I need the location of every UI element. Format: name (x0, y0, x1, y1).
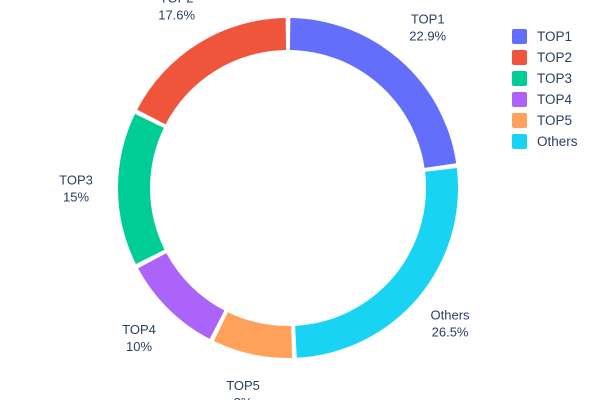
legend-swatch-icon (512, 92, 527, 107)
legend-item[interactable]: TOP3 (512, 68, 596, 89)
pie-slice-label-percent: 22.9% (409, 29, 446, 44)
pie-slice-label: TOP5 8% (226, 379, 260, 400)
pie-labels-group: TOP1 22.9% TOP2 17.6% TOP3 15% TOP4 10% TOP5 8% Ot… (59, 0, 470, 400)
legend-item[interactable]: TOP1 (512, 26, 596, 47)
pie-slice[interactable] (289, 18, 457, 168)
pie-slice[interactable] (213, 312, 293, 358)
pie-slice-label-name: Others (431, 308, 471, 323)
pie-slice-label-percent: 8% (234, 396, 253, 400)
chart-legend: TOP1 TOP2 TOP3 TOP4 TOP5 Others (512, 26, 596, 152)
pie-slice-label-percent: 15% (63, 190, 89, 205)
pie-slice-label: TOP3 15% (59, 173, 93, 205)
pie-slice-label-name: TOP5 (226, 379, 260, 394)
legend-item-label: TOP2 (537, 49, 573, 65)
pie-slice-label: Others 26.5% (431, 308, 471, 340)
legend-swatch-icon (512, 71, 527, 86)
pie-slice-label-name: TOP3 (59, 173, 93, 188)
legend-item[interactable]: TOP5 (512, 110, 596, 131)
legend-swatch-icon (512, 134, 527, 149)
legend-item-label: TOP5 (537, 112, 573, 128)
legend-item-label: Others (537, 133, 578, 149)
legend-swatch-icon (512, 113, 527, 128)
pie-slice[interactable] (118, 113, 165, 265)
pie-slice-label-name: TOP4 (122, 322, 156, 337)
pie-slice-label: TOP2 17.6% (158, 0, 195, 23)
pie-slice[interactable] (137, 18, 287, 125)
pie-slice-label-percent: 10% (126, 339, 152, 354)
legend-item[interactable]: TOP4 (512, 89, 596, 110)
legend-item[interactable]: TOP2 (512, 47, 596, 68)
legend-swatch-icon (512, 50, 527, 65)
legend-swatch-icon (512, 29, 527, 44)
pie-slice[interactable] (138, 253, 225, 339)
legend-item-label: TOP4 (537, 91, 573, 107)
pie-slice-label-percent: 17.6% (158, 8, 195, 23)
pie-slice-label-name: TOP1 (411, 12, 445, 27)
legend-item[interactable]: Others (512, 131, 596, 152)
pie-slice-label: TOP1 22.9% (409, 12, 446, 44)
pie-slices-group (118, 18, 458, 358)
pie-slice-label: TOP4 10% (122, 322, 156, 354)
pie-slice-label-name: TOP2 (160, 0, 194, 6)
legend-item-label: TOP3 (537, 70, 573, 86)
pie-slice-label-percent: 26.5% (432, 325, 469, 340)
pie-slice[interactable] (295, 167, 458, 358)
legend-item-label: TOP1 (537, 28, 573, 44)
